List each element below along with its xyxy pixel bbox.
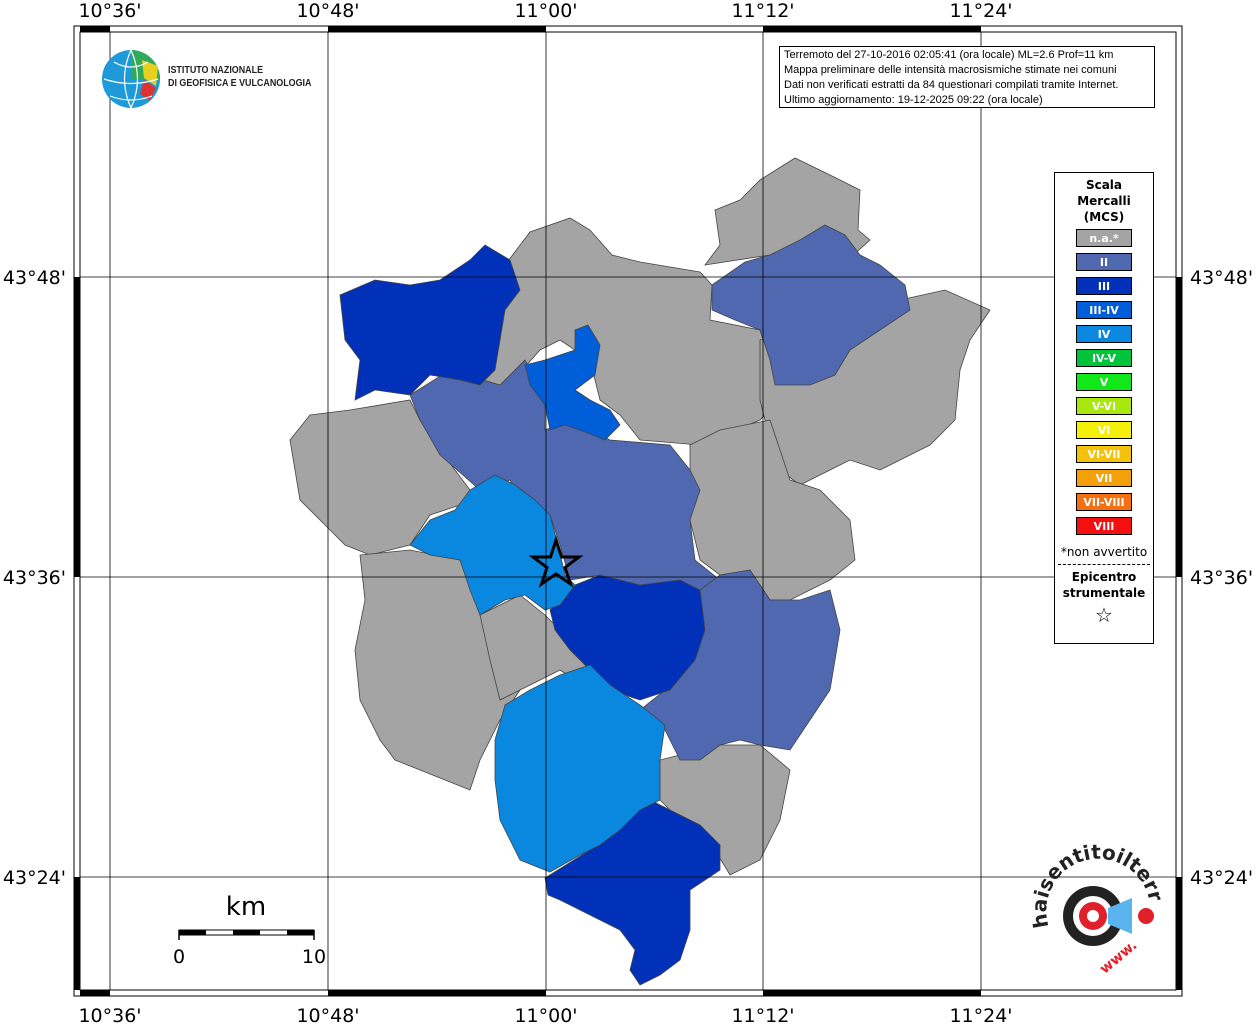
legend-item-12: VIII <box>1076 517 1132 535</box>
scale-bar: km 0 10 <box>173 892 326 968</box>
legend-item-6: V <box>1076 373 1132 391</box>
ingv-name-line1: ISTITUTO NAZIONALE <box>168 64 264 76</box>
legend-separator <box>1058 564 1150 565</box>
legend-item-2: III <box>1076 277 1132 295</box>
ingv-name: ISTITUTO NAZIONALE DI GEOFISICA E VULCAN… <box>168 64 311 90</box>
megaphone-icon <box>1108 898 1132 934</box>
event-info-line3: Dati non verificati estratti da 84 quest… <box>784 79 1119 91</box>
legend-item-10: VII <box>1076 469 1132 487</box>
legend-title-line2: Mercalli <box>1077 194 1131 208</box>
legend-item-9: VI-VII <box>1076 445 1132 463</box>
lat-label-left-1: 43°48' <box>3 267 66 289</box>
legend-title: Scala Mercalli (MCS) <box>1055 177 1153 225</box>
info-dot-icon <box>1138 908 1154 924</box>
scale-bar-unit: km <box>226 892 266 922</box>
region-iii-iv-north <box>524 324 621 441</box>
ingv-globe-icon <box>102 49 160 109</box>
lon-label-top-5: 11°24' <box>949 0 1012 22</box>
legend-epicenter-line1: Epicentro <box>1071 570 1137 584</box>
legend-title-line1: Scala <box>1085 178 1123 192</box>
lon-label-bottom-4: 11°12' <box>731 1005 794 1024</box>
lon-label-bottom-5: 11°24' <box>949 1005 1012 1024</box>
event-info-line4: Ultimo aggiornamento: 19-12-2025 09:22 (… <box>784 94 1043 106</box>
legend-star-icon: ☆ <box>1095 603 1113 627</box>
legend-item-3: III-IV <box>1076 301 1132 319</box>
event-info-line1: Terremoto del 27-10-2016 02:05:41 (ora l… <box>784 49 1114 61</box>
legend-item-4: IV <box>1076 325 1132 343</box>
lon-label-top-4: 11°12' <box>731 0 794 22</box>
lon-label-top-2: 10°48' <box>296 0 359 22</box>
lon-label-bottom-1: 10°36' <box>78 1005 141 1024</box>
legend-items: n.a.* II III III-IV IV IV-V V V-VI VI VI-VII VII VI… <box>1055 229 1153 535</box>
legend-item-5: IV-V <box>1076 349 1132 367</box>
lat-label-left-2: 43°36' <box>3 567 66 589</box>
lon-label-bottom-2: 10°48' <box>296 1005 359 1024</box>
ingv-name-line2: DI GEOFISICA E VULCANOLOGIA <box>168 77 312 89</box>
region-na-west <box>289 399 471 556</box>
legend-epicenter: Epicentro strumentale <box>1055 569 1153 601</box>
graticule <box>80 32 1176 990</box>
latitude-labels-left: 43°48' 43°36' 43°24' <box>3 267 66 889</box>
lon-label-bottom-3: 11°00' <box>514 1005 577 1024</box>
region-na-center-east <box>689 419 856 601</box>
legend-note: *non avvertito <box>1060 545 1148 559</box>
longitude-labels-bottom: 10°36' 10°48' 11°00' 11°12' 11°24' <box>78 1005 1012 1024</box>
lat-label-right-3: 43°24' <box>1190 867 1253 889</box>
scale-bar-start: 0 <box>173 946 185 968</box>
intensity-legend: Scala Mercalli (MCS) n.a.* II III III-IV IV I… <box>1054 172 1154 644</box>
lat-label-left-3: 43°24' <box>3 867 66 889</box>
lon-label-top-1: 10°36' <box>78 0 141 22</box>
legend-item-7: V-VI <box>1076 397 1132 415</box>
legend-item-1: II <box>1076 253 1132 271</box>
scale-bar-end: 10 <box>302 946 326 968</box>
event-info-line2: Mappa preliminare delle intensità macros… <box>784 64 1117 76</box>
legend-epicenter-line2: strumentale <box>1062 586 1146 600</box>
frame-ticks <box>74 26 1182 996</box>
legend-item-11: VII-VIII <box>1076 493 1132 511</box>
lat-label-right-1: 43°48' <box>1190 267 1253 289</box>
lon-label-top-3: 11°00' <box>514 0 577 22</box>
ingv-logo <box>100 48 330 110</box>
legend-title-line3: (MCS) <box>1083 210 1125 224</box>
region-ii-northeast <box>711 224 911 386</box>
event-info-box: Terremoto del 27-10-2016 02:05:41 (ora l… <box>779 46 1155 108</box>
region-iv-south <box>494 664 666 873</box>
municipality-regions <box>289 157 991 986</box>
longitude-labels-top: 10°36' 10°48' 11°00' 11°12' 11°24' <box>78 0 1012 22</box>
legend-item-0: n.a.* <box>1076 229 1132 247</box>
epicenter-star-icon <box>528 535 584 588</box>
latitude-labels-right: 43°48' 43°36' 43°24' <box>1190 267 1253 889</box>
lat-label-right-2: 43°36' <box>1190 567 1253 589</box>
legend-item-8: VI <box>1076 421 1132 439</box>
